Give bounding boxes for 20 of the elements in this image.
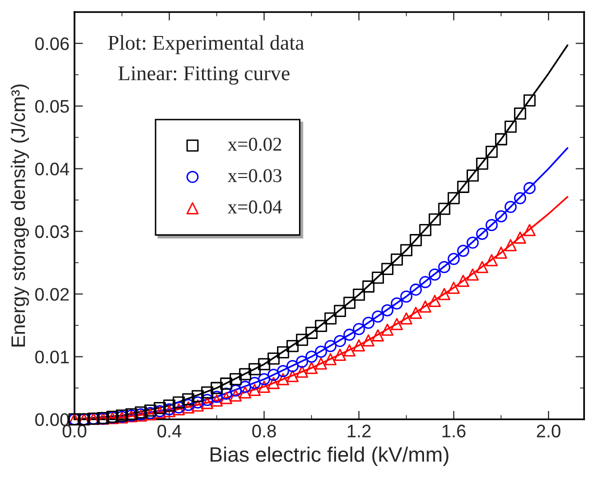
y-axis-title: Energy storage density (J/cm³) [10,84,29,346]
x-tick-label: 0.8 [252,424,276,438]
x-tick-label: 1.6 [442,424,466,438]
x-tick-label: 1.2 [348,424,371,438]
y-tick-label: 0.00 [35,413,69,426]
y-tick-label: 0.04 [35,162,70,176]
y-tick-label: 0.05 [35,100,69,113]
x-tick-label: 0.0 [62,424,86,438]
x-tick-label: 2.0 [536,424,560,438]
x-axis-title: Bias electric field (kV/mm) [210,446,448,466]
y-tick-label: 0.03 [35,225,69,238]
annotation: Plot: Experimental data [108,35,304,54]
y-tick-label: 0.06 [35,37,69,50]
legend-label: x=0.03 [228,169,282,182]
y-tick-label: 0.02 [35,288,69,301]
annotation: Linear: Fitting curve [118,66,290,85]
x-tick-label: 0.4 [157,424,182,438]
y-tick-label: 0.01 [35,350,69,364]
legend-label: x=0.04 [228,200,282,214]
legend-label: x=0.02 [228,138,282,151]
